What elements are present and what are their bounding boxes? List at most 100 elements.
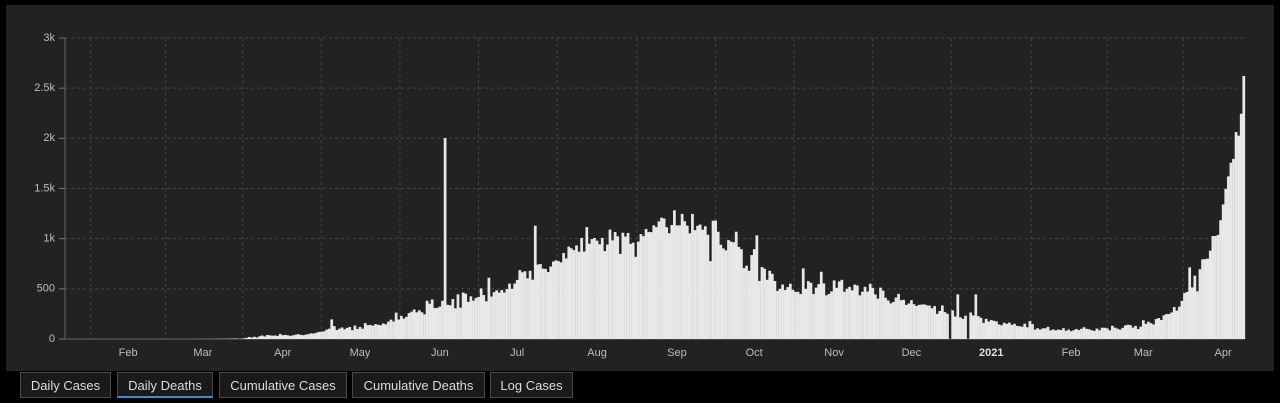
bar [369,324,372,339]
bar [892,302,895,339]
bar [1059,330,1063,339]
x-tick-label: Jun [431,347,449,359]
bar [920,304,924,339]
bar [495,290,498,339]
bar [729,241,733,339]
bar [484,301,488,339]
bar [724,250,728,339]
x-tick-label: Sep [667,347,687,359]
bar [1000,325,1003,339]
bar [497,292,501,339]
bar [348,326,352,339]
bar [673,210,676,339]
bar [1139,326,1143,339]
bar [1224,188,1228,339]
bar [876,298,880,339]
bar [1105,328,1109,339]
bar [394,312,398,339]
bar [727,240,730,339]
bar [763,268,766,339]
bar [461,292,465,339]
bar [1020,326,1024,339]
bar [1111,325,1114,339]
bar [649,232,653,339]
bar [582,251,586,339]
bar [588,243,591,339]
tab[interactable]: Daily Cases [20,372,111,398]
tab[interactable]: Log Cases [490,372,573,398]
bar [265,334,269,339]
bar [518,270,522,339]
tab[interactable]: Cumulative Cases [219,372,347,398]
bar [1118,329,1122,339]
bar [544,268,547,339]
bar [933,306,936,339]
x-tick-label: 2021 [979,347,1003,359]
bar [405,316,408,339]
bar [853,284,857,339]
bar [904,304,908,339]
bar [1005,323,1009,339]
bar [1185,291,1189,339]
bar [897,293,900,339]
x-tick-label: Feb [1062,347,1081,359]
bar [606,244,609,339]
bar [430,299,434,339]
bar [1092,330,1096,339]
bar [979,317,983,339]
bar [719,244,723,339]
y-tick-label: 2.5k [34,82,55,94]
bar [379,325,383,339]
bar [250,337,254,339]
bar [384,324,388,339]
bar [296,334,300,339]
bar [629,243,632,339]
bar [356,328,359,339]
bar [474,297,478,339]
bar [984,318,988,339]
bar [286,335,290,339]
bar [982,322,985,339]
bar [855,285,859,339]
bar [443,138,447,339]
bar [1069,331,1073,339]
bar [837,281,841,339]
bar [521,272,524,339]
bar [536,264,540,339]
bar [678,225,681,339]
bar [1031,324,1034,339]
bar [366,325,370,339]
bar [755,235,759,339]
bar [541,268,545,339]
bar [466,301,470,339]
bar [438,306,442,339]
bar [291,335,295,339]
x-tick-label: Oct [746,347,763,359]
bar [608,229,612,339]
bar [752,249,756,339]
bar [1165,314,1168,339]
bar [1188,267,1192,339]
bar [636,241,640,339]
bar [778,288,782,339]
tab[interactable]: Daily Deaths [117,372,213,398]
bar [459,307,462,339]
bar [381,323,385,339]
bar [971,315,975,339]
bar [807,281,810,339]
bar [258,336,261,339]
bar [247,336,251,339]
bar [745,265,748,339]
bar [268,335,272,339]
tab[interactable]: Cumulative Deaths [352,372,485,398]
bar [832,280,836,339]
bar [1010,324,1014,339]
bar [353,325,357,339]
bar [652,225,656,339]
bar [667,233,671,339]
bar [1196,291,1199,339]
bar [1208,250,1212,339]
bar [1067,329,1070,339]
bar [866,291,869,339]
bar [992,320,996,339]
